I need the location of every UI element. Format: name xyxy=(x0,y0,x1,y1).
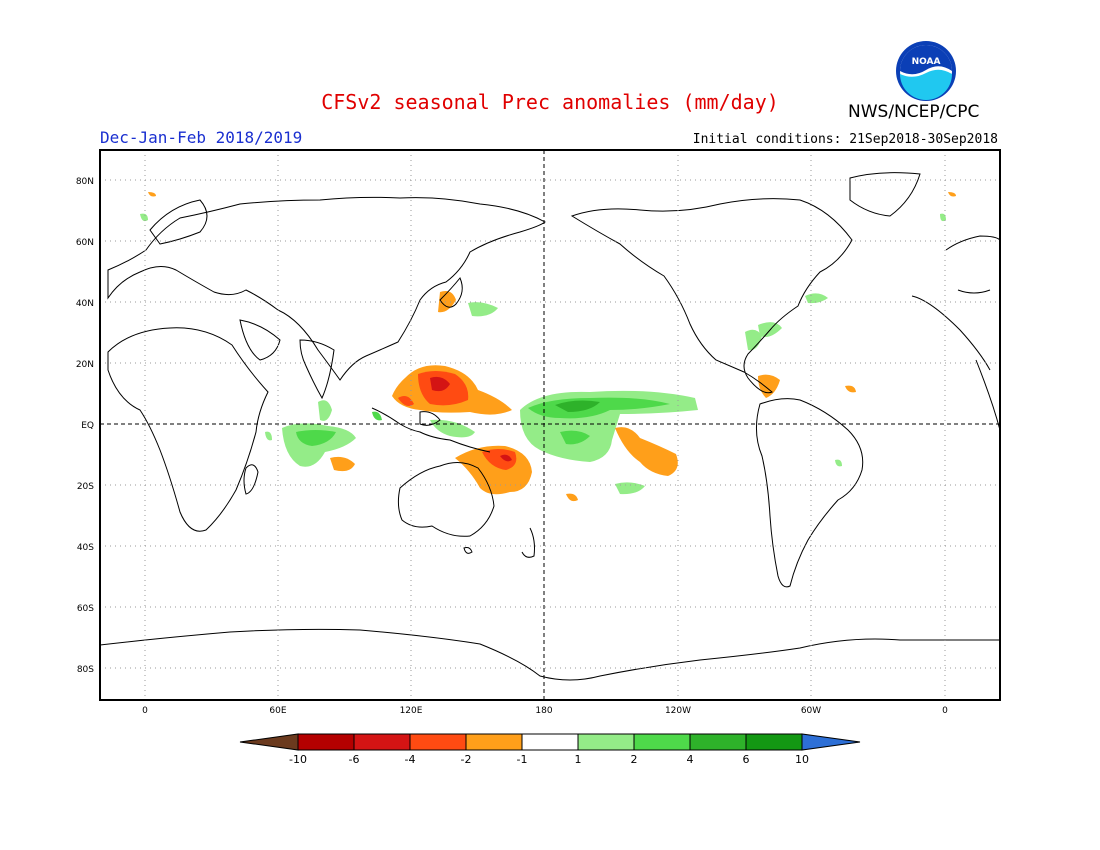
colorbar: -10 -6 -4 -2 -1 1 2 4 6 10 xyxy=(239,733,861,766)
colorbar-label: 4 xyxy=(687,753,694,766)
colorbar-label: -2 xyxy=(461,753,472,766)
lon-label: 0 xyxy=(942,706,948,716)
noaa-logo-icon: NOAA xyxy=(896,41,956,101)
colorbar-arrow-right xyxy=(801,733,861,751)
lon-label: 0 xyxy=(142,706,148,716)
lat-label: 60S xyxy=(77,604,94,614)
colorbar-swatch xyxy=(465,733,523,751)
lat-label: 20N xyxy=(76,360,94,370)
colorbar-swatch xyxy=(745,733,803,751)
colorbar-swatch xyxy=(689,733,747,751)
map-grid xyxy=(100,150,1000,700)
lat-label: 80S xyxy=(77,665,94,675)
longitude-labels: 0 60E 120E 180 120W 60W 0 xyxy=(142,706,948,716)
lat-label: 40N xyxy=(76,299,94,309)
anomaly-patches xyxy=(140,192,956,502)
colorbar-label: 2 xyxy=(631,753,638,766)
colorbar-label: 6 xyxy=(743,753,750,766)
colorbar-label: -4 xyxy=(405,753,416,766)
colorbar-label: 1 xyxy=(575,753,582,766)
initial-conditions-label: Initial conditions: 21Sep2018-30Sep2018 xyxy=(692,132,998,147)
agency-label: NWS/NCEP/CPC xyxy=(848,102,980,122)
svg-text:NOAA: NOAA xyxy=(912,57,941,67)
lat-label: 40S xyxy=(77,543,94,553)
lon-label: 60E xyxy=(269,706,286,716)
season-label: Dec-Jan-Feb 2018/2019 xyxy=(100,128,303,147)
lat-label: 80N xyxy=(76,177,94,187)
colorbar-arrow-left xyxy=(239,733,299,751)
lon-label: 120W xyxy=(665,706,691,716)
colorbar-swatch xyxy=(409,733,467,751)
lon-label: 60W xyxy=(801,706,821,716)
colorbar-label: -6 xyxy=(349,753,360,766)
lon-label: 180 xyxy=(535,706,552,716)
colorbar-label: -1 xyxy=(517,753,528,766)
latitude-labels: 80N 60N 40N 20N EQ 20S 40S 60S 80S xyxy=(76,177,94,675)
colorbar-swatch xyxy=(633,733,691,751)
coastlines xyxy=(99,172,1001,681)
lon-label: 120E xyxy=(400,706,423,716)
colorbar-swatch xyxy=(353,733,411,751)
map-frame xyxy=(99,149,1001,701)
colorbar-label: 10 xyxy=(795,753,809,766)
lat-label: 60N xyxy=(76,238,94,248)
map-title: CFSv2 seasonal Prec anomalies (mm/day) xyxy=(321,90,779,114)
lat-label: 20S xyxy=(77,482,94,492)
colorbar-label: -10 xyxy=(289,753,307,766)
colorbar-swatch xyxy=(577,733,635,751)
colorbar-swatch xyxy=(297,733,355,751)
colorbar-swatch xyxy=(521,733,579,751)
lat-label: EQ xyxy=(81,421,94,431)
